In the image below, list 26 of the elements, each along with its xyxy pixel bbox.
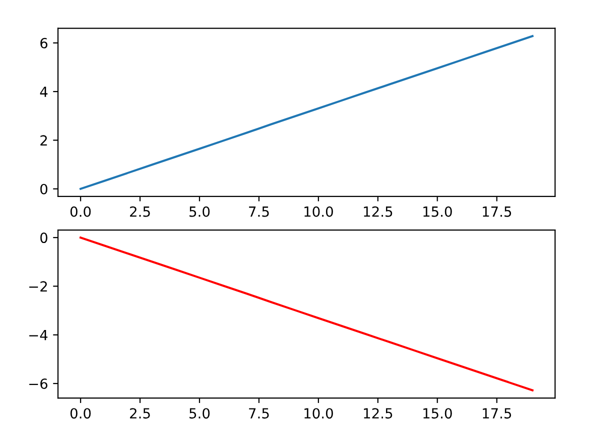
y-tick-label: 4 bbox=[40, 86, 48, 97]
x-tick-label: 7.5 bbox=[249, 206, 269, 217]
x-tick-label: 10.0 bbox=[304, 408, 333, 419]
x-tick-label: 2.5 bbox=[130, 206, 150, 217]
y-tick-label: −4 bbox=[29, 330, 48, 340]
x-tick-label: 12.5 bbox=[364, 408, 392, 419]
x-tick-label: 10.0 bbox=[304, 206, 333, 217]
y-tick-label: −2 bbox=[29, 281, 47, 292]
line-series bbox=[80, 35, 534, 190]
x-tick-label: 5.0 bbox=[190, 206, 210, 217]
x-tick-label: 0.0 bbox=[70, 408, 91, 419]
y-tick-label: 2 bbox=[40, 135, 47, 146]
x-tick-label: 17.5 bbox=[482, 408, 512, 419]
x-tick-label: 15.0 bbox=[423, 206, 452, 217]
y-tick-label: 6 bbox=[40, 38, 48, 48]
x-tick-label: 7.5 bbox=[249, 408, 269, 419]
x-tick-label: 2.5 bbox=[130, 408, 150, 419]
x-tick-label: 12.5 bbox=[364, 206, 392, 217]
y-tick-label: −6 bbox=[29, 378, 48, 389]
x-tick-label: 0.0 bbox=[70, 206, 91, 217]
x-tick-label: 17.5 bbox=[482, 206, 512, 217]
x-tick-label: 5.0 bbox=[190, 408, 210, 419]
y-tick-label: 0 bbox=[40, 232, 48, 244]
line-series bbox=[80, 236, 534, 392]
y-tick-label: 0 bbox=[40, 184, 48, 194]
x-tick-label: 15.0 bbox=[423, 408, 452, 419]
